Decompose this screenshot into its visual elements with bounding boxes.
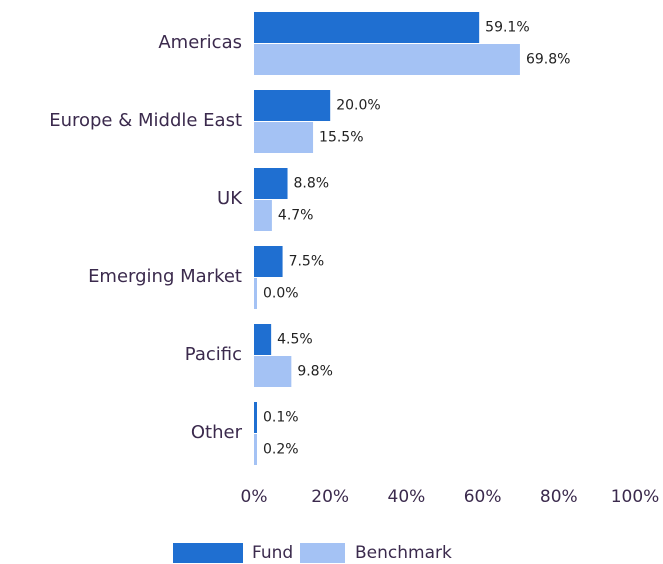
y-tick-label: Pacific (185, 344, 242, 365)
y-tick-label: Other (191, 422, 243, 443)
data-label: 4.5% (277, 332, 313, 348)
data-label: 8.8% (294, 176, 330, 192)
x-tick-label: 0% (241, 487, 268, 507)
bar (254, 168, 288, 199)
x-tick-label: 80% (540, 487, 578, 507)
legend-label: Fund (252, 543, 293, 563)
data-label: 69.8% (526, 52, 570, 68)
data-label: 0.0% (263, 286, 299, 302)
bar (254, 246, 283, 277)
bar (254, 356, 292, 387)
bar (254, 278, 257, 309)
y-tick-label: UK (217, 188, 243, 209)
x-tick-label: 20% (311, 487, 349, 507)
bar (254, 12, 480, 43)
data-label: 0.1% (263, 410, 299, 426)
data-label: 9.8% (297, 364, 333, 380)
data-label: 20.0% (336, 98, 380, 114)
legend-swatch (173, 543, 243, 563)
y-tick-label: Europe & Middle East (49, 110, 242, 131)
legend-label: Benchmark (355, 543, 452, 563)
bar (254, 44, 520, 75)
data-label: 7.5% (289, 254, 325, 270)
bar (254, 434, 257, 465)
x-tick-label: 60% (464, 487, 502, 507)
data-label: 4.7% (278, 208, 314, 224)
x-tick-label: 40% (388, 487, 426, 507)
bar (254, 200, 272, 231)
bar (254, 122, 314, 153)
y-tick-label: Americas (158, 32, 242, 53)
bar (254, 402, 257, 433)
data-label: 59.1% (485, 20, 529, 36)
bar (254, 324, 272, 355)
legend-swatch (300, 543, 345, 563)
bar (254, 90, 331, 121)
y-tick-label: Emerging Market (88, 266, 242, 287)
data-label: 0.2% (263, 442, 299, 458)
data-label: 15.5% (319, 130, 363, 146)
x-tick-label: 100% (611, 487, 660, 507)
